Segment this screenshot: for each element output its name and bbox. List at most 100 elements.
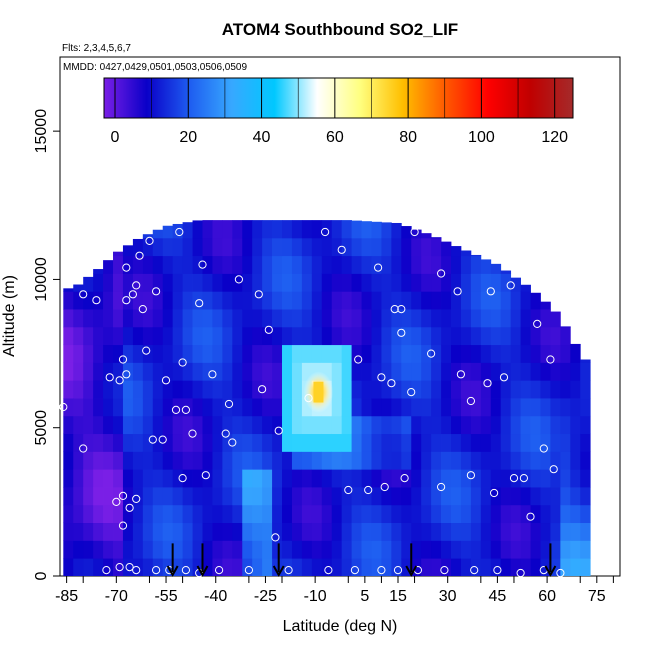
- field-cell: [113, 558, 124, 576]
- field-cell: [421, 540, 432, 559]
- field-cell: [580, 504, 591, 524]
- field-cell: [291, 504, 303, 524]
- field-cell: [291, 362, 303, 381]
- field-cell: [391, 451, 402, 470]
- x-tick-label: -40: [204, 588, 227, 605]
- field-cell: [371, 255, 382, 274]
- field-cell: [451, 415, 462, 435]
- field-cell: [282, 487, 293, 506]
- field-cell: [73, 284, 84, 292]
- field-cell: [371, 344, 382, 363]
- field-cell: [182, 222, 193, 239]
- observation-point: [506, 281, 515, 290]
- observation-point: [258, 385, 267, 394]
- field-cell: [331, 504, 343, 524]
- observation-point: [440, 566, 449, 575]
- field-cell: [272, 504, 283, 524]
- field-cell: [371, 469, 382, 488]
- field-cell: [431, 433, 442, 452]
- field-cell: [441, 309, 452, 328]
- field-cell: [371, 487, 382, 506]
- field-cell: [232, 540, 243, 559]
- field-cell: [351, 469, 362, 488]
- field-cell: [113, 487, 124, 506]
- field-cell: [351, 362, 362, 381]
- field-cell: [192, 469, 203, 488]
- field-cell: [401, 226, 412, 239]
- field-cell: [63, 433, 74, 452]
- field-cell: [470, 540, 482, 559]
- field-cell: [560, 344, 571, 363]
- observation-point: [254, 290, 263, 299]
- field-cell: [520, 487, 531, 506]
- field-cell: [162, 273, 174, 292]
- field-cell: [520, 344, 531, 363]
- field-cell: [570, 469, 581, 488]
- field-cell: [93, 398, 104, 417]
- field-cell: [63, 362, 74, 381]
- field-cell: [470, 380, 482, 399]
- field-cell: [351, 433, 362, 452]
- field-cell: [162, 504, 174, 524]
- field-cell: [331, 255, 343, 274]
- field-cell: [421, 558, 432, 576]
- field-cell: [132, 522, 144, 541]
- field-cell: [381, 487, 392, 506]
- field-cell: [341, 326, 352, 346]
- field-cell: [272, 344, 283, 363]
- field-cell: [132, 326, 144, 346]
- field-cell: [371, 273, 382, 292]
- field-cell: [451, 344, 462, 363]
- field-cell: [242, 326, 253, 346]
- field-cell: [411, 344, 422, 363]
- field-cell: [341, 415, 352, 435]
- field-cell: [132, 255, 144, 274]
- field-cell: [282, 344, 293, 363]
- field-cell: [152, 291, 164, 310]
- field-cell: [172, 504, 183, 524]
- observation-point: [148, 435, 157, 444]
- field-cell: [272, 540, 283, 559]
- field-cell: [381, 291, 392, 310]
- colorbar-tick-label: 60: [326, 129, 344, 146]
- field-cell: [580, 433, 591, 452]
- field-cell: [282, 255, 293, 274]
- observation-point: [350, 566, 359, 575]
- field-cell: [500, 504, 512, 524]
- field-cell: [63, 398, 74, 417]
- field-cell: [93, 380, 104, 399]
- field-cell: [550, 398, 561, 417]
- field-cell: [311, 469, 323, 488]
- observation-point: [122, 296, 131, 305]
- observation-point: [546, 355, 555, 364]
- field-cell: [490, 326, 502, 346]
- observation-point: [215, 566, 224, 575]
- field-cell: [132, 540, 144, 559]
- field-cell: [242, 291, 253, 310]
- field-cell: [182, 362, 193, 381]
- field-cell: [212, 522, 223, 541]
- field-cell: [500, 398, 512, 417]
- field-cell: [570, 398, 581, 417]
- field-cell: [411, 326, 422, 346]
- field-cell: [282, 380, 293, 399]
- field-cell: [122, 398, 134, 417]
- field-cell: [282, 504, 293, 524]
- field-cell: [192, 433, 203, 452]
- field-cell: [192, 309, 203, 328]
- field-cell: [550, 451, 561, 470]
- field-cell: [262, 415, 273, 435]
- field-cell: [381, 558, 392, 576]
- observation-point: [393, 566, 403, 575]
- field-cell: [301, 540, 313, 559]
- field-cell: [530, 362, 541, 381]
- field-cell: [361, 221, 372, 239]
- field-cell: [282, 469, 293, 488]
- field-cell: [113, 251, 124, 257]
- field-cell: [441, 540, 452, 559]
- field-cell: [371, 451, 382, 470]
- field-cell: [222, 487, 233, 506]
- field-cell: [431, 326, 442, 346]
- flight-arrow-head: [405, 565, 418, 578]
- field-cell: [500, 415, 512, 435]
